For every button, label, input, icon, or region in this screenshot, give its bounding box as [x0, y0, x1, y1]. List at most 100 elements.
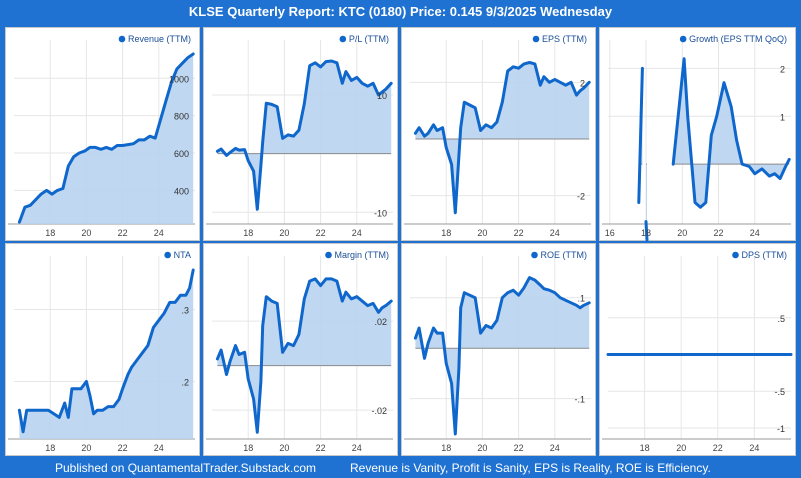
y-tick-label-0: 2 — [580, 78, 585, 88]
y-tick-label-0: .02 — [374, 317, 387, 327]
x-tick-label-18: 18 — [641, 228, 651, 238]
panel-margin: 18 20 22 24 .02 -.02 Margin (TTM) — [203, 243, 398, 456]
y-tick-label-0: 10 — [377, 91, 387, 101]
series-line-0 — [17, 52, 195, 224]
x-tick-label-16: 16 — [605, 228, 615, 238]
y-tick-label-1: -10 — [374, 208, 387, 218]
chart-revenue: 18 20 22 24 400 600 800 1000 Revenue (TTM) — [8, 34, 195, 238]
panel-growth: 16 18 20 22 24 2 1 Growth (EPS TTM QoQ) — [599, 27, 796, 242]
chart-roe: 18 20 22 24 .1 -.1 ROE (TTM) — [404, 250, 591, 453]
x-tick-label-24: 24 — [749, 443, 759, 453]
x-tick-label-20: 20 — [81, 443, 91, 453]
legend-label: ROE (TTM) — [541, 250, 588, 260]
x-tick-label-24: 24 — [154, 228, 164, 238]
legend-label: P/L (TTM) — [349, 34, 389, 44]
x-tick-label-20: 20 — [477, 443, 487, 453]
x-tick-label-22: 22 — [514, 228, 524, 238]
series-area-0 — [19, 270, 194, 439]
x-tick-label-24: 24 — [550, 443, 560, 453]
series-line-0 — [413, 276, 591, 436]
y-tick-label-1: .2 — [181, 377, 189, 387]
x-tick-label-20: 20 — [279, 443, 289, 453]
legend-dot — [732, 251, 739, 259]
legend-label: EPS (TTM) — [542, 34, 587, 44]
series-line-0 — [215, 277, 393, 434]
series-area-0 — [217, 278, 392, 433]
series-area-0 — [415, 277, 590, 434]
footer: Published on QuantamentalTrader.Substack… — [0, 458, 801, 478]
x-tick-label-22: 22 — [118, 443, 128, 453]
x-tick-label-24: 24 — [352, 443, 362, 453]
legend-label: NTA — [174, 250, 191, 260]
x-tick-label-24: 24 — [550, 228, 560, 238]
panel-nta: 18 20 22 24 .3 .2 NTA — [5, 243, 200, 456]
x-tick-label-18: 18 — [243, 228, 253, 238]
chart-dps: 18 20 22 24 .5 -.5 -1 DPS (TTM) — [602, 250, 793, 453]
x-tick-label-22: 22 — [714, 228, 724, 238]
legend-dot — [118, 35, 126, 43]
series-line-2 — [671, 57, 791, 209]
x-tick-label-20: 20 — [477, 228, 487, 238]
series-area-0 — [217, 61, 392, 210]
chart-growth: 16 18 20 22 24 2 1 Growth (EPS TTM QoQ) — [602, 34, 791, 242]
y-tick-label-1: 1 — [780, 112, 785, 122]
y-tick-label-1: -.1 — [574, 395, 585, 405]
y-tick-label-1: -2 — [577, 192, 585, 202]
footer-tagline: Revenue is Vanity, Profit is Sanity, EPS… — [350, 461, 711, 475]
x-tick-label-22: 22 — [316, 228, 326, 238]
y-tick-label-3: 1000 — [169, 74, 189, 84]
chart-nta: 18 20 22 24 .3 .2 NTA — [8, 250, 195, 453]
panel-dps: 18 20 22 24 .5 -.5 -1 DPS (TTM) — [599, 243, 796, 456]
panel-revenue: 18 20 22 24 400 600 800 1000 Revenue (TTM) — [5, 27, 200, 241]
x-tick-label-22: 22 — [118, 228, 128, 238]
legend-dot — [531, 251, 538, 259]
chart-eps: 18 20 22 24 2 -2 EPS (TTM) — [404, 34, 591, 238]
y-tick-label-1: 600 — [174, 149, 189, 159]
panel-eps: 18 20 22 24 2 -2 EPS (TTM) — [401, 27, 596, 241]
y-tick-label-0: .3 — [181, 306, 189, 316]
x-tick-label-24: 24 — [352, 228, 362, 238]
y-tick-label-0: .5 — [777, 314, 785, 324]
x-tick-label-24: 24 — [750, 228, 760, 238]
legend-dot — [164, 251, 171, 259]
legend-label: Growth (EPS TTM QoQ) — [689, 34, 787, 44]
y-tick-label-1: -.5 — [774, 387, 785, 397]
series-line-1 — [644, 220, 649, 242]
legend-dot — [325, 251, 332, 259]
x-tick-label-18: 18 — [243, 443, 253, 453]
x-tick-label-24: 24 — [154, 443, 164, 453]
x-tick-label-18: 18 — [441, 228, 451, 238]
series-line-0 — [413, 61, 591, 215]
x-tick-label-20: 20 — [279, 228, 289, 238]
x-tick-label-22: 22 — [316, 443, 326, 453]
series-line-0 — [17, 268, 195, 434]
panel-pe: 18 20 22 24 10 -10 P/L (TTM) — [203, 27, 398, 241]
y-tick-label-0: .1 — [577, 294, 585, 304]
series-line-0 — [215, 59, 393, 211]
x-tick-label-20: 20 — [677, 228, 687, 238]
legend-dot — [532, 35, 540, 43]
legend-label: DPS (TTM) — [742, 250, 788, 260]
chart-pe: 18 20 22 24 10 -10 P/L (TTM) — [206, 34, 393, 238]
series-line-0 — [637, 66, 644, 204]
x-tick-label-22: 22 — [514, 443, 524, 453]
series-area-2 — [673, 58, 790, 208]
y-tick-label-2: 800 — [174, 112, 189, 122]
y-tick-label-0: 2 — [780, 64, 785, 74]
x-tick-label-18: 18 — [45, 443, 55, 453]
x-tick-label-20: 20 — [81, 228, 91, 238]
series-area-0 — [19, 54, 194, 224]
x-tick-label-18: 18 — [45, 228, 55, 238]
x-tick-label-22: 22 — [713, 443, 723, 453]
x-tick-label-20: 20 — [676, 443, 686, 453]
legend-dot — [679, 35, 687, 43]
y-tick-label-1: -.02 — [371, 406, 387, 416]
legend-label: Revenue (TTM) — [128, 34, 191, 44]
y-tick-label-2: -1 — [777, 424, 785, 434]
footer-publisher: Published on QuantamentalTrader.Substack… — [55, 461, 317, 475]
report-title: KLSE Quarterly Report: KTC (0180) Price:… — [188, 4, 613, 19]
series-area-0 — [415, 62, 590, 213]
legend-label: Margin (TTM) — [335, 250, 390, 260]
x-tick-label-18: 18 — [640, 443, 650, 453]
panel-roe: 18 20 22 24 .1 -.1 ROE (TTM) — [401, 243, 596, 456]
